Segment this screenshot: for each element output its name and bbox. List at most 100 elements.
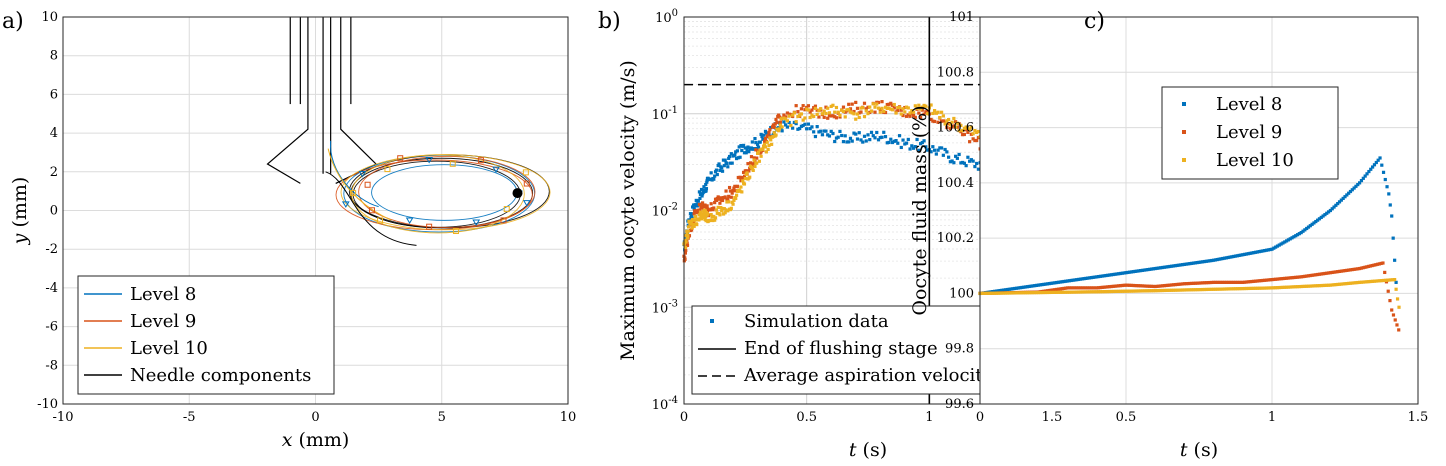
panel-c-point — [1149, 289, 1154, 293]
panel-b-point — [964, 164, 968, 168]
panel-b-point — [894, 139, 898, 143]
panel-b-point — [683, 257, 687, 261]
panel-c-point — [994, 289, 999, 293]
panel-c-point — [1170, 288, 1174, 292]
panel-a-ytick-label-2: -6 — [45, 320, 58, 335]
panel-b-point — [890, 140, 895, 145]
panel-c-point — [1162, 265, 1166, 269]
panel-c-point — [1359, 280, 1364, 284]
panel-b-point — [822, 115, 826, 119]
panel-b-point — [792, 111, 796, 115]
panel-c-point — [1171, 264, 1176, 268]
panel-c-point — [1102, 274, 1106, 278]
panel-b-point — [759, 132, 763, 137]
panel-c-point — [1257, 279, 1261, 283]
panel-c-point — [1126, 283, 1130, 287]
panel-c-point — [1358, 280, 1362, 284]
panel-c-point — [1137, 289, 1141, 293]
panel-b-point — [862, 101, 867, 105]
panel-b-point — [770, 125, 775, 129]
panel-c-point — [1173, 264, 1177, 268]
panel-c-point — [1027, 284, 1031, 289]
panel-c-point — [1051, 288, 1055, 292]
panel-b-legend-label-0: Simulation data — [744, 311, 889, 332]
panel-c-point — [1171, 283, 1176, 287]
panel-c-point — [1321, 272, 1325, 276]
panel-c-point — [1306, 225, 1311, 229]
panel-b-point — [747, 169, 751, 173]
panel-c-point — [1383, 270, 1387, 275]
panel-b-point — [756, 145, 761, 149]
panel-c-point — [1135, 284, 1139, 288]
panel-b-point — [880, 106, 884, 110]
panel-b-point — [728, 189, 733, 193]
panel-c-point — [1263, 278, 1267, 282]
panel-c-point — [1140, 284, 1145, 288]
panel-c-ytick-label-2: 100 — [949, 286, 974, 301]
panel-c-point — [1312, 273, 1316, 277]
panel-b-point — [709, 202, 713, 206]
panel-c-point — [1182, 262, 1186, 267]
panel-b-point — [702, 212, 706, 216]
panel-b-point — [840, 133, 844, 138]
panel-b-point — [873, 136, 877, 140]
panel-c-point — [1368, 264, 1372, 268]
panel-b-xtick-label-3: 1.5 — [1042, 410, 1063, 425]
panel-c-point — [1186, 288, 1190, 292]
panel-c-point — [1232, 254, 1236, 259]
panel-c-point — [1259, 279, 1263, 283]
panel-c-point — [1232, 287, 1236, 291]
panel-c-point — [1250, 286, 1254, 290]
panel-b-point — [727, 156, 731, 160]
panel-b-point — [813, 134, 818, 139]
panel-b-point — [716, 205, 720, 209]
panel-c-point — [1210, 280, 1214, 285]
panel-c-point — [1047, 281, 1051, 286]
panel-b-point — [815, 112, 819, 117]
panel-c-point — [1219, 280, 1223, 284]
panel-c-point — [989, 291, 993, 295]
panel-b-point — [754, 141, 758, 145]
panel-c-point — [1146, 267, 1150, 272]
panel-c-point — [1047, 290, 1051, 295]
panel-b-legend-box — [691, 305, 1031, 395]
panel-b-point — [774, 133, 778, 137]
panel-c-point — [1332, 283, 1336, 287]
panel-b-point — [734, 189, 738, 193]
panel-b-point — [925, 109, 930, 113]
panel-c-point — [1257, 250, 1261, 254]
panel-b-point — [887, 106, 891, 110]
panel-b-point — [723, 158, 727, 162]
panel-b-point — [841, 105, 846, 109]
panel-b-point — [847, 102, 851, 106]
panel-c-point — [1372, 279, 1376, 283]
panel-c-point — [1252, 286, 1256, 290]
panel-c-point — [1202, 287, 1207, 292]
panel-c-point — [1102, 285, 1106, 289]
panel-c-point — [1394, 280, 1398, 284]
panel-c-point — [1029, 284, 1033, 288]
panel-c-point — [1233, 280, 1238, 284]
panel-a-ytick-label-9: 8 — [50, 49, 58, 64]
panel-b-point — [911, 146, 916, 150]
panel-c-point — [1195, 288, 1199, 292]
panel-b-point — [798, 126, 802, 131]
panel-b-point — [897, 134, 902, 138]
panel-b-point — [917, 148, 921, 152]
panel-c-point — [1170, 264, 1174, 268]
panel-c-point — [1188, 288, 1192, 292]
panel-c-point — [1310, 284, 1314, 288]
panel-b-point — [690, 218, 695, 222]
panel-b-point — [705, 204, 709, 208]
panel-b-point — [940, 110, 944, 114]
panel-c-point — [1235, 254, 1239, 258]
panel-c-point — [1095, 275, 1099, 279]
panel-c-point — [1248, 286, 1252, 291]
panel-c-point — [1202, 259, 1207, 264]
panel-c-point — [1003, 291, 1008, 295]
panel-b-point — [744, 151, 748, 155]
panel-b-point — [819, 129, 823, 133]
panel-b-point — [713, 218, 717, 222]
panel-b-point — [704, 187, 709, 191]
panel-c-point — [985, 291, 989, 295]
